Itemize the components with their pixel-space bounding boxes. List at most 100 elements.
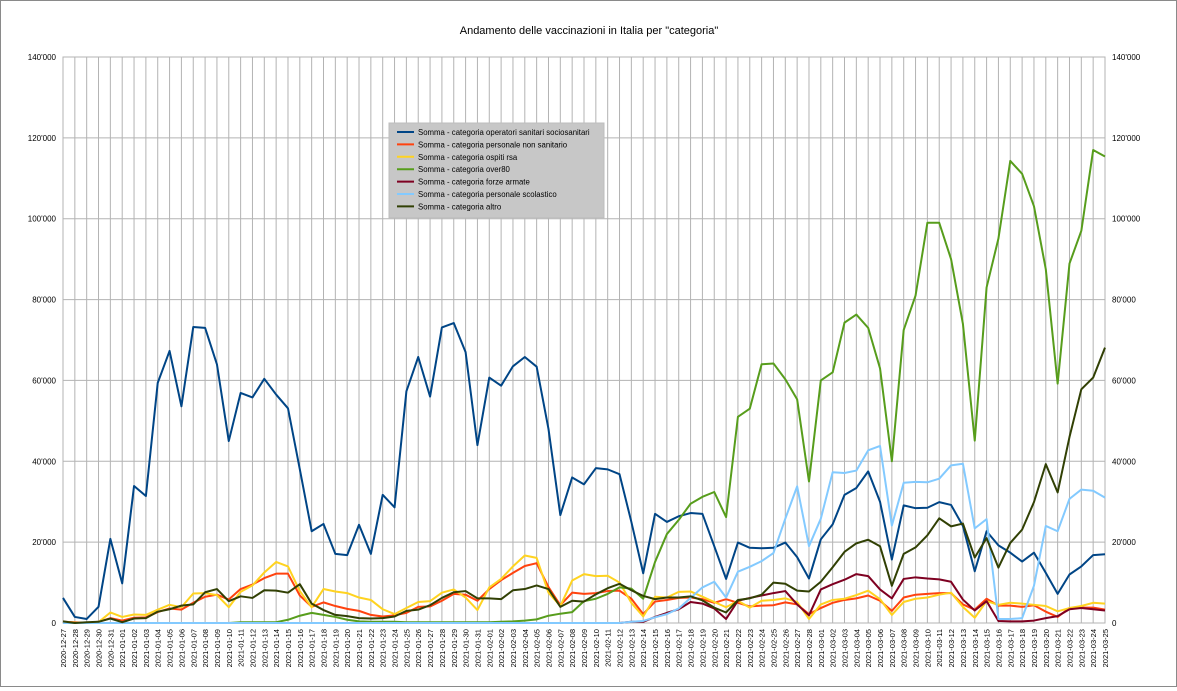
x-tick-label: 2021-03-01 [817, 629, 826, 667]
x-tick-label: 2021-02-04 [521, 629, 530, 667]
x-tick-label: 2021-01-30 [462, 629, 471, 667]
series-line-7 [62, 347, 1106, 624]
x-tick-label: 2021-02-24 [758, 629, 767, 667]
x-tick-label: 2021-03-20 [1042, 629, 1051, 667]
x-tick-label: 2021-02-19 [698, 629, 707, 667]
x-tick-label: 2021-03-04 [852, 629, 861, 667]
x-tick-label: 2021-01-20 [343, 629, 352, 667]
x-tick-label: 2021-03-23 [1077, 629, 1086, 667]
x-tick-label: 2021-01-19 [331, 629, 340, 667]
x-tick-label: 2020-12-31 [106, 629, 115, 667]
x-tick-label: 2021-02-05 [533, 629, 542, 667]
legend-entry: Somma - categoria over80 [418, 165, 511, 174]
x-tick-label: 2021-02-28 [805, 629, 814, 667]
x-tick-label: 2021-03-17 [1006, 629, 1015, 667]
x-tick-label: 2021-03-22 [1065, 629, 1074, 667]
x-tick-label: 2021-03-05 [864, 629, 873, 667]
series-line-2 [62, 562, 1106, 624]
x-tick-label: 2021-01-29 [450, 629, 459, 667]
x-tick-label: 2021-01-02 [130, 629, 139, 667]
x-tick-label: 2021-02-26 [781, 629, 790, 667]
x-tick-label: 2021-01-31 [473, 629, 482, 667]
x-tick-label: 2021-02-20 [710, 629, 719, 667]
x-tick-label: 2021-01-04 [154, 629, 163, 667]
y-tick-label-right: 40'000 [1112, 457, 1136, 466]
series-lines [62, 148, 1106, 624]
x-tick-label: 2021-01-16 [296, 629, 305, 667]
legend-entry: Somma - categoria altro [418, 202, 502, 211]
x-tick-label: 2021-02-15 [651, 629, 660, 667]
grid-lines [62, 56, 1106, 624]
x-tick-label: 2021-01-09 [213, 629, 222, 667]
x-tick-label: 2021-02-03 [509, 629, 518, 667]
x-tick-label: 2021-02-17 [675, 629, 684, 667]
x-tick-label: 2021-03-19 [1030, 629, 1039, 667]
x-tick-label: 2021-03-06 [876, 629, 885, 667]
legend-entry: Somma - categoria personale non sanitari… [418, 140, 568, 149]
chart-title: Andamento delle vaccinazioni in Italia p… [460, 25, 719, 37]
y-tick-label-left: 0 [52, 619, 57, 628]
x-tick-label: 2021-02-22 [734, 629, 743, 667]
x-tick-label: 2021-03-07 [888, 629, 897, 667]
y-tick-label-left: 140'000 [28, 53, 57, 62]
y-tick-label-right: 60'000 [1112, 376, 1136, 385]
series-line-6 [63, 444, 1106, 624]
legend-entry: Somma - categoria ospiti rsa [418, 153, 518, 162]
x-tick-label: 2021-01-26 [414, 629, 423, 667]
x-tick-label: 2020-12-29 [83, 629, 92, 667]
x-tick-label: 2021-03-09 [912, 629, 921, 667]
x-tick-label: 2020-12-30 [95, 629, 104, 667]
x-tick-label: 2021-03-08 [900, 629, 909, 667]
y-tick-label-right: 0 [1112, 619, 1117, 628]
x-tick-label: 2021-01-18 [320, 629, 329, 667]
x-tick-label: 2021-02-25 [769, 629, 778, 667]
x-tick-label: 2021-01-22 [367, 629, 376, 667]
legend-entry: Somma - categoria operatori sanitari soc… [418, 128, 590, 137]
x-tick-label: 2021-03-16 [994, 629, 1003, 667]
x-tick-label: 2021-03-15 [983, 629, 992, 667]
axes: 0 0 20'000 20'000 40'000 40'000 60'000 60'000 80… [28, 53, 1141, 667]
x-tick-label: 2021-01-12 [248, 629, 257, 667]
x-tick-label: 2021-01-01 [118, 629, 127, 667]
x-tick-label: 2021-02-01 [485, 629, 494, 667]
y-tick-label-left: 100'000 [28, 215, 57, 224]
x-tick-label: 2021-01-28 [438, 629, 447, 667]
x-tick-label: 2021-01-07 [189, 629, 198, 667]
y-tick-label-right: 80'000 [1112, 296, 1136, 305]
x-tick-label: 2021-01-25 [402, 629, 411, 667]
x-tick-label: 2021-02-12 [616, 629, 625, 667]
legend-box [388, 122, 605, 219]
x-tick-label: 2021-01-08 [201, 629, 210, 667]
x-tick-label: 2021-01-27 [426, 629, 435, 667]
x-tick-label: 2021-02-08 [568, 629, 577, 667]
x-tick-label: 2021-01-21 [355, 629, 364, 667]
series-line-1 [62, 322, 1106, 620]
x-tick-label: 2021-02-13 [627, 629, 636, 667]
legend-entry: Somma - categoria forze armate [418, 178, 530, 187]
x-tick-label: 2021-01-11 [237, 629, 246, 667]
x-tick-label: 2021-02-11 [604, 629, 613, 667]
y-tick-label-right: 100'000 [1112, 215, 1141, 224]
y-tick-label-right: 140'000 [1112, 53, 1141, 62]
x-tick-label: 2021-02-09 [580, 629, 589, 667]
x-tick-label: 2020-12-27 [59, 629, 68, 667]
y-tick-label-left: 40'000 [32, 457, 56, 466]
x-tick-label: 2021-01-03 [142, 629, 151, 667]
x-tick-label: 2021-02-02 [497, 629, 506, 667]
x-tick-label: 2021-02-23 [746, 629, 755, 667]
x-tick-label: 2021-02-06 [544, 629, 553, 667]
x-tick-label: 2021-02-14 [639, 629, 648, 667]
y-tick-label-left: 120'000 [28, 134, 57, 143]
x-tick-label: 2021-01-23 [379, 629, 388, 667]
x-tick-label: 2021-02-21 [722, 629, 731, 667]
x-tick-label: 2021-03-10 [923, 629, 932, 667]
x-tick-label: 2021-03-11 [935, 629, 944, 667]
x-tick-label: 2021-03-24 [1089, 629, 1098, 667]
x-tick-label: 2021-03-12 [947, 629, 956, 667]
x-tick-label: 2021-03-13 [959, 629, 968, 667]
x-tick-label: 2021-03-25 [1101, 629, 1110, 667]
x-tick-label: 2021-01-13 [260, 629, 269, 667]
x-tick-label: 2021-02-16 [663, 629, 672, 667]
